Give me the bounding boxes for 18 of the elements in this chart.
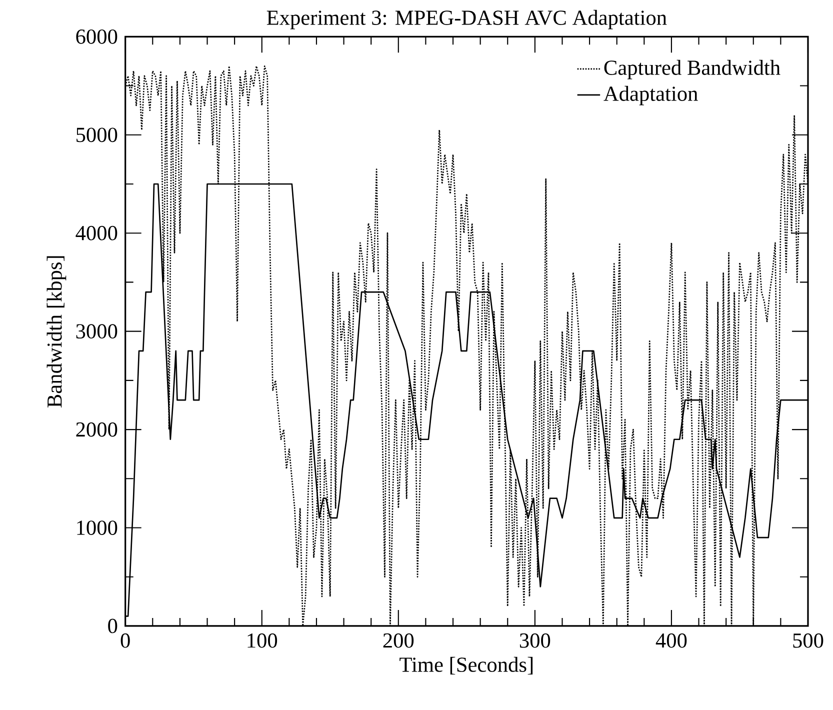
y-tick-label: 1000 — [77, 520, 118, 535]
legend-label: Captured Bandwidth — [604, 60, 780, 80]
x-tick-label: 0 — [120, 633, 130, 648]
y-tick-label: 4000 — [76, 226, 118, 240]
y-tick-label: 5000 — [76, 128, 118, 142]
x-axis-title: Time [Seconds] — [400, 656, 533, 675]
y-tick-label: 3000 — [76, 324, 118, 339]
x-tick-label: 300 — [520, 633, 550, 648]
y-tick-label: 2000 — [76, 422, 118, 437]
x-tick-label: 100 — [248, 633, 278, 648]
chart-title: Experiment 3: MPEG-DASH AVC Adaptation — [266, 10, 667, 30]
x-tick-label: 200 — [383, 633, 414, 648]
y-axis-title: Bandwidth [kbps] — [46, 256, 66, 408]
x-tick-label: 400 — [656, 633, 687, 648]
x-tick-label: 500 — [793, 633, 824, 648]
y-tick-label: 0 — [108, 618, 118, 634]
y-tick-label: 6000 — [76, 29, 118, 44]
legend-label: Adaptation — [604, 86, 698, 106]
